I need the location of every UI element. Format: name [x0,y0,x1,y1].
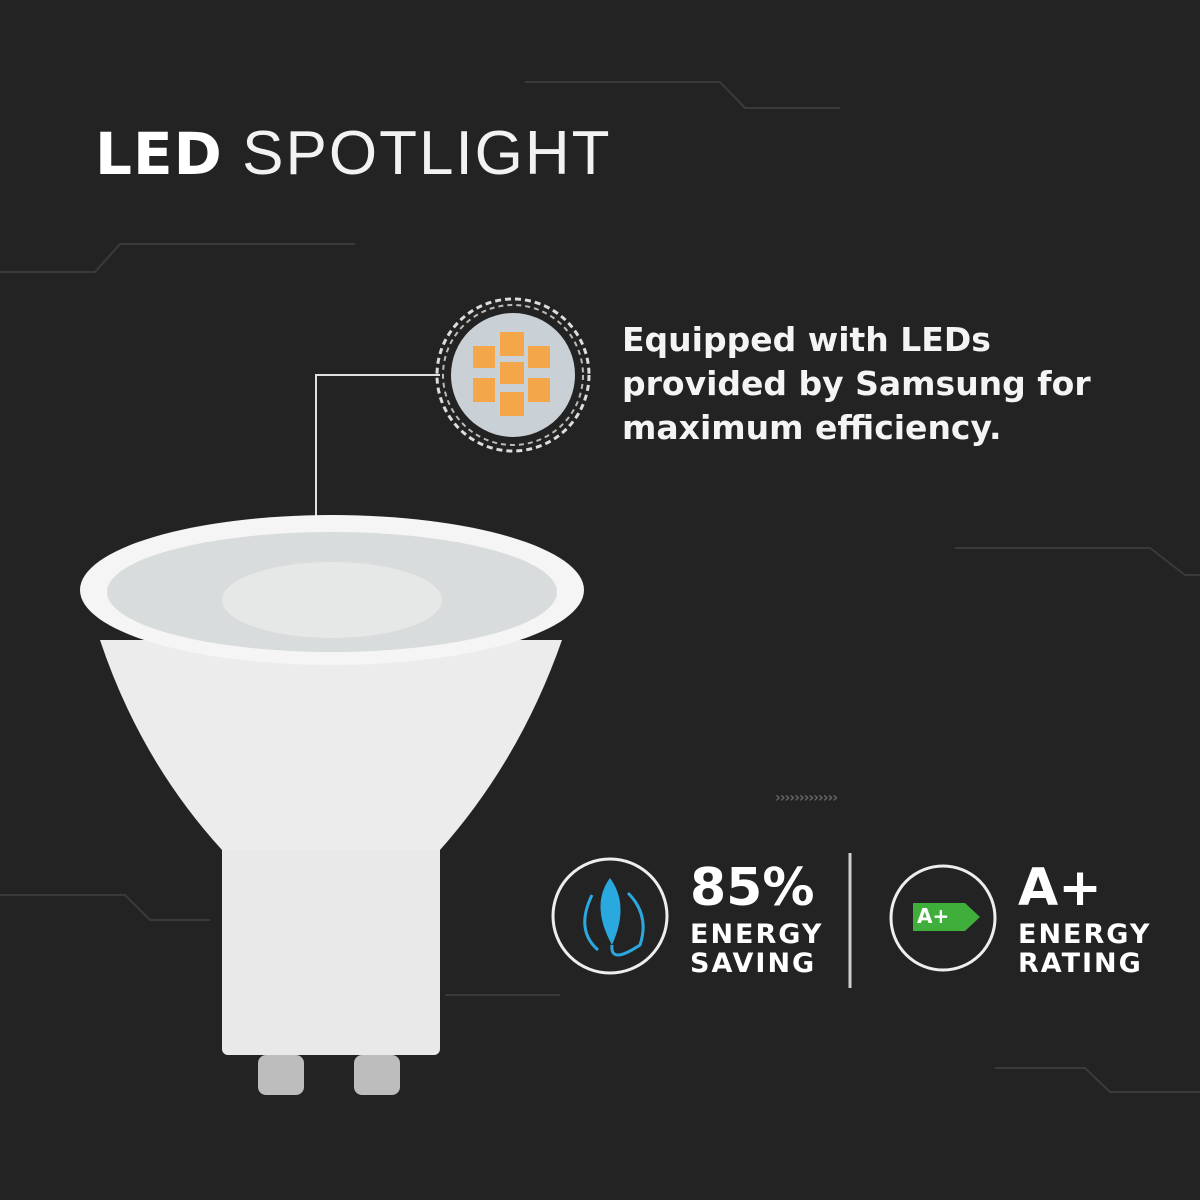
feature-description: Equipped with LEDs provided by Samsung f… [622,320,1091,447]
stat-label-2: SAVING [690,948,817,979]
chevron-decoration: ››››››››››››› [775,790,838,806]
stat-value: A+ [1018,858,1102,918]
title-bold: LED [95,120,223,188]
leaf-plug-icon [551,857,669,975]
stat-value: 85% [690,858,815,918]
energy-label-icon [889,864,997,972]
energy-badge-text: A+ [917,904,950,928]
bulb [80,515,584,1095]
energy-rating-stat: A+ ENERGY RATING [1018,862,1151,978]
circuit-lines [0,81,1200,1093]
stat-label-1: ENERGY [1018,919,1152,950]
led-chip-icon [435,297,591,453]
stat-label-1: ENERGY [690,919,824,950]
page-title: LED SPOTLIGHT [95,118,612,189]
title-light: SPOTLIGHT [242,119,612,188]
stat-label-2: RATING [1018,948,1143,979]
energy-saving-stat: 85% ENERGY SAVING [690,862,823,978]
